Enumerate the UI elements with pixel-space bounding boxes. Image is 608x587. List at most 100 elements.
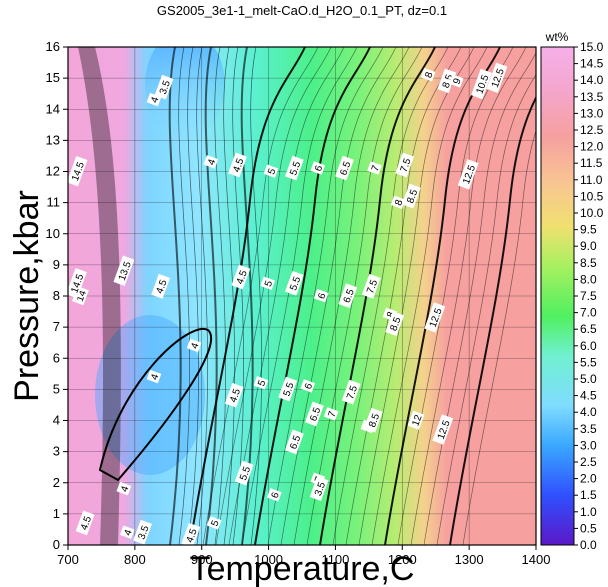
x-axis-ticks: 700 800 900 1000 1100 1200 1300 1400 bbox=[57, 545, 550, 567]
contour-label: 6 bbox=[313, 288, 329, 303]
contour-line bbox=[250, 47, 263, 545]
colorbar-tick-label: 8.0 bbox=[580, 272, 597, 286]
contour-label: 4 bbox=[186, 338, 202, 353]
contour-label: 6 bbox=[300, 379, 315, 393]
colorbar-gradient bbox=[540, 46, 575, 546]
contour-label-bg bbox=[266, 488, 282, 502]
contour-label-bg bbox=[151, 273, 171, 299]
contour-label-text: 7.5 bbox=[365, 278, 380, 295]
y-tick-label: 12 bbox=[46, 164, 60, 179]
contour-label: 7.5 bbox=[361, 273, 381, 299]
contour-label-text: 4.5 bbox=[155, 278, 170, 295]
colorbar-tick-label: 8.5 bbox=[580, 256, 597, 270]
contour-label: 7.5 bbox=[395, 152, 415, 178]
contour-label-text: 4 bbox=[119, 484, 131, 493]
contour-label-bg bbox=[338, 283, 358, 309]
x-tick-label: 700 bbox=[57, 552, 79, 567]
x-tick-label: 800 bbox=[124, 552, 146, 567]
contour-label-bg bbox=[367, 161, 382, 175]
contour-label: 8.5 bbox=[385, 311, 405, 337]
contour-label-bg bbox=[133, 519, 153, 545]
colorbar-tick-label: 13.5 bbox=[580, 90, 604, 104]
contour-label-bg bbox=[284, 429, 304, 455]
contour-line bbox=[202, 47, 319, 545]
colorbar-tick-label: 15.0 bbox=[580, 40, 604, 54]
contour-label: 8 bbox=[420, 67, 436, 82]
y-tick-label: 8 bbox=[53, 288, 60, 303]
contour-label-text: 3.5 bbox=[158, 79, 173, 96]
x-tick-label: 1300 bbox=[455, 552, 484, 567]
contour-label: 4.5 bbox=[181, 522, 201, 545]
contour-label-bg bbox=[113, 255, 135, 286]
colorbar-tick-label: 2.5 bbox=[580, 455, 597, 469]
colorbar: wt% 0.0 0.5 1.0 1.5 2.0 2.5 3.0 3.5 4.0 4.5 5.0 5.5… bbox=[540, 30, 604, 552]
contour-label-bg bbox=[154, 74, 174, 100]
contour-label-text: 8 bbox=[423, 70, 435, 79]
contour-line bbox=[223, 47, 236, 545]
x-tick-label: 1100 bbox=[321, 552, 349, 567]
contour-label-text: 4 bbox=[189, 341, 201, 350]
contour-label-text: 7 bbox=[370, 164, 382, 173]
contour-label-text: 8.5 bbox=[405, 188, 420, 205]
contour-label: 5 bbox=[206, 516, 222, 530]
contour-label-text: 5 bbox=[209, 518, 221, 527]
contour-line bbox=[240, 47, 254, 545]
contour-label-text: 5.5 bbox=[288, 160, 303, 177]
contour-label-bg bbox=[310, 161, 326, 175]
colorbar-tick-label: 1.0 bbox=[580, 505, 597, 519]
contour-label-bg bbox=[186, 338, 202, 353]
y-tick-label: 2 bbox=[53, 475, 60, 490]
y-tick-label: 6 bbox=[53, 350, 60, 365]
contour-line bbox=[98, 327, 213, 482]
contour-label-bg bbox=[75, 510, 95, 536]
colorbar-tick-label: 7.0 bbox=[580, 306, 597, 320]
contour-label: 6.5 bbox=[284, 429, 304, 455]
contour-line bbox=[449, 95, 536, 545]
contour-label-text: 5.5 bbox=[288, 275, 303, 292]
contour-label: 8 bbox=[390, 195, 406, 210]
contour-label-bg bbox=[116, 481, 132, 496]
contour-label: 6.5 bbox=[338, 283, 358, 309]
contour-label-text: 6.5 bbox=[308, 406, 323, 423]
y-tick-label: 1 bbox=[53, 506, 60, 521]
contour-line bbox=[371, 47, 488, 545]
contour-line bbox=[436, 74, 536, 545]
y-tick-label: 13 bbox=[46, 132, 60, 147]
contour-label: 4 bbox=[116, 481, 132, 496]
x-tick-label: 900 bbox=[191, 552, 213, 567]
colorbar-tick-label: 12.0 bbox=[580, 140, 604, 154]
contour-label-bg bbox=[323, 407, 339, 421]
colorbar-tick-label: 2.0 bbox=[580, 472, 597, 486]
contour-label-bg bbox=[234, 460, 254, 486]
contour-label-text: 8.5 bbox=[389, 315, 404, 332]
colorbar-tick-label: 5.0 bbox=[580, 372, 597, 386]
contour-label: 4 bbox=[146, 369, 162, 384]
contour-label-bg bbox=[420, 67, 436, 82]
colorbar-tick-label: 6.0 bbox=[580, 339, 597, 353]
contour-line bbox=[319, 47, 436, 545]
contour-label-text: 7.5 bbox=[345, 384, 360, 401]
contour-label-text: 6 bbox=[316, 291, 328, 300]
y-tick-label: 0 bbox=[53, 537, 60, 552]
contour-label: 5.5 bbox=[284, 155, 304, 181]
contour-line bbox=[410, 47, 527, 545]
colorbar-tick-label: 3.0 bbox=[580, 438, 597, 452]
contour-label-bg bbox=[263, 164, 279, 178]
contour-label-text: 12 bbox=[410, 413, 424, 428]
contour-label: 4.5 bbox=[224, 382, 244, 408]
y-tick-label: 3 bbox=[53, 444, 60, 459]
contour-line bbox=[254, 47, 371, 545]
contour-label: 7.5 bbox=[341, 379, 361, 405]
contour-label-text: 5 bbox=[266, 167, 278, 176]
contour-label-bg bbox=[284, 270, 304, 296]
contour-line bbox=[178, 47, 191, 545]
contour-label: 4 bbox=[203, 155, 218, 169]
contour-label-bg bbox=[385, 311, 405, 337]
contour-line bbox=[267, 47, 384, 545]
contour-label: 6 bbox=[266, 488, 282, 502]
colorbar-tick-label: 6.5 bbox=[580, 322, 597, 336]
contour-label-bg bbox=[437, 68, 457, 94]
contour-label-text: 8 bbox=[393, 198, 405, 207]
